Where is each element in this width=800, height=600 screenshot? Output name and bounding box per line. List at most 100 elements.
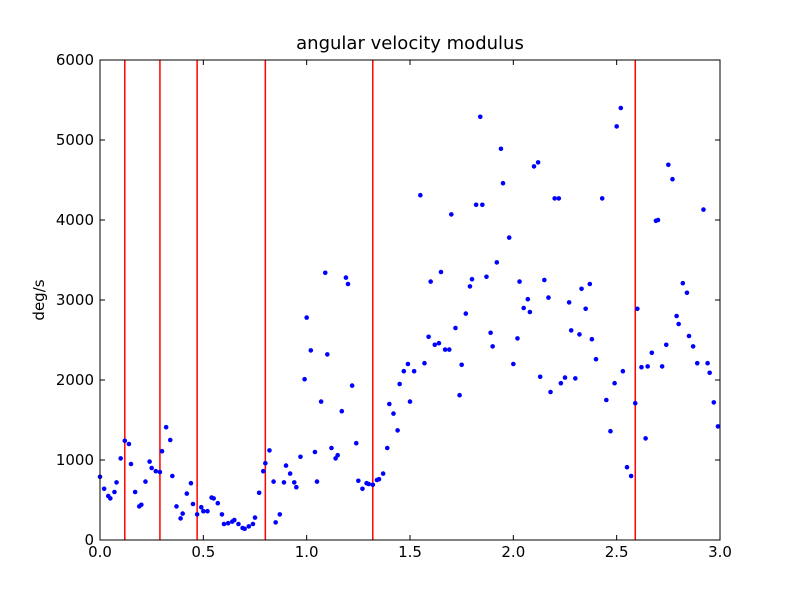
data-point-112 <box>488 330 493 336</box>
data-point-98 <box>438 269 444 275</box>
data-point-106 <box>467 284 473 289</box>
data-point-110 <box>480 202 485 208</box>
data-point-56 <box>291 480 297 485</box>
data-point-66 <box>325 352 330 357</box>
data-point-85 <box>391 411 396 416</box>
data-point-54 <box>283 463 289 468</box>
plot-frame <box>99 59 721 541</box>
data-point-22 <box>174 504 179 509</box>
data-point-120 <box>517 279 522 284</box>
data-point-156 <box>645 364 650 369</box>
data-point-51 <box>273 520 278 525</box>
data-point-52 <box>277 512 283 517</box>
data-point-161 <box>663 342 669 348</box>
x-tick-label-6: 3.0 <box>708 543 732 561</box>
data-point-104 <box>459 362 464 368</box>
data-point-17 <box>157 469 163 475</box>
data-point-119 <box>515 336 520 341</box>
data-point-155 <box>643 436 648 441</box>
data-point-16 <box>153 468 159 474</box>
data-point-73 <box>349 383 355 388</box>
data-point-40 <box>236 521 241 527</box>
data-point-60 <box>304 315 309 320</box>
data-point-19 <box>163 424 169 430</box>
x-tick-label-1: 0.5 <box>191 543 215 561</box>
data-point-121 <box>521 305 526 311</box>
data-point-96 <box>432 342 438 348</box>
data-point-175 <box>715 424 721 429</box>
data-point-69 <box>335 452 340 458</box>
data-point-139 <box>583 306 588 312</box>
data-point-166 <box>680 280 686 286</box>
x-tick-label-0: 0.0 <box>88 543 112 561</box>
data-point-9 <box>128 461 134 467</box>
data-point-114 <box>494 260 500 265</box>
data-point-131 <box>556 196 562 201</box>
data-point-145 <box>608 428 613 434</box>
data-point-138 <box>579 286 584 292</box>
data-point-49 <box>267 448 272 453</box>
data-point-39 <box>232 517 237 523</box>
data-point-36 <box>221 521 227 527</box>
data-point-143 <box>599 196 605 201</box>
data-point-1 <box>101 486 107 492</box>
data-point-81 <box>376 476 382 482</box>
data-point-3 <box>108 496 113 501</box>
data-point-61 <box>308 348 314 353</box>
x-tick-label-3: 1.5 <box>398 543 422 561</box>
data-point-150 <box>624 464 630 470</box>
data-point-8 <box>126 441 132 447</box>
data-point-126 <box>537 374 543 380</box>
data-point-35 <box>219 512 225 517</box>
data-point-82 <box>380 471 386 476</box>
data-point-4 <box>112 489 117 495</box>
data-point-113 <box>490 344 495 349</box>
data-point-108 <box>473 202 479 208</box>
data-point-30 <box>201 508 206 514</box>
data-point-135 <box>568 328 574 333</box>
data-point-50 <box>271 479 276 484</box>
data-point-163 <box>670 176 675 182</box>
data-point-88 <box>401 368 407 374</box>
chart-title: angular velocity modulus <box>296 33 524 54</box>
data-point-154 <box>639 364 644 370</box>
data-point-74 <box>353 440 359 446</box>
data-point-99 <box>442 347 448 352</box>
data-point-97 <box>436 340 442 346</box>
data-point-25 <box>184 491 190 496</box>
data-point-76 <box>360 486 365 492</box>
data-point-140 <box>587 281 593 287</box>
data-point-173 <box>707 370 712 376</box>
data-point-153 <box>635 306 640 312</box>
data-point-84 <box>387 401 392 407</box>
data-point-79 <box>370 482 376 488</box>
data-point-136 <box>573 376 578 381</box>
data-point-157 <box>649 350 655 356</box>
y-tick-label-3: 3000 <box>56 291 94 309</box>
data-point-42 <box>242 526 247 532</box>
data-point-28 <box>194 512 200 517</box>
data-point-47 <box>260 468 266 474</box>
data-point-105 <box>463 311 469 316</box>
data-point-75 <box>356 478 361 484</box>
x-tick-label-2: 1.0 <box>295 543 319 561</box>
data-point-101 <box>449 212 454 217</box>
data-point-48 <box>263 460 268 466</box>
x-tick-label-5: 2.5 <box>605 543 629 561</box>
data-point-44 <box>250 521 256 527</box>
data-point-93 <box>422 360 427 366</box>
data-point-29 <box>198 504 204 510</box>
y-tick-label-4: 4000 <box>56 211 94 229</box>
data-point-122 <box>525 296 531 302</box>
data-point-146 <box>612 380 617 386</box>
data-point-111 <box>484 274 489 280</box>
data-point-20 <box>167 437 173 443</box>
data-point-71 <box>343 275 349 280</box>
data-point-58 <box>298 454 303 460</box>
data-point-134 <box>566 300 572 305</box>
data-point-64 <box>318 399 324 404</box>
y-axis-label: deg/s <box>30 279 48 320</box>
x-tick-label-4: 2.0 <box>501 543 525 561</box>
